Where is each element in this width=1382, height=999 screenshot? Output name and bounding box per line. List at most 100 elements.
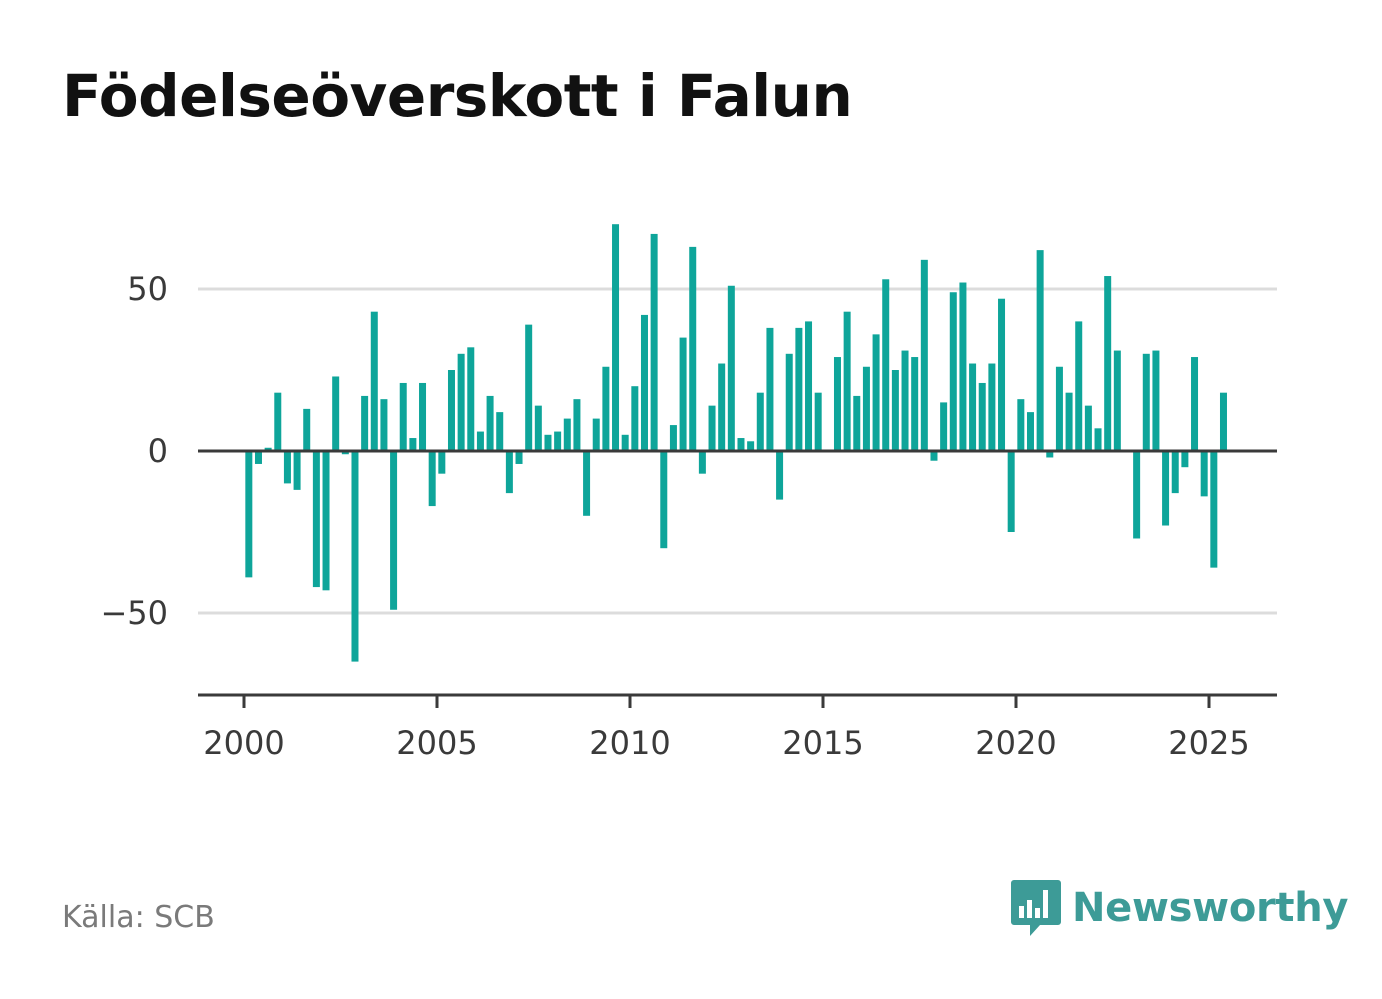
bar [727,285,735,451]
bar [1017,399,1025,451]
bar [351,451,359,662]
bar [640,314,648,451]
bar [988,363,996,451]
bar [969,363,977,451]
bar [602,366,610,451]
bar [843,311,851,451]
bar [525,324,533,451]
bar-chart-speech-bubble-icon [1011,880,1061,936]
bar [380,399,388,451]
bar [766,327,774,451]
bar [785,353,793,451]
bar [254,451,262,464]
bar [862,366,870,451]
bar [853,395,861,451]
bar [872,334,880,451]
bar [814,392,822,451]
bar [747,441,755,451]
bar [419,382,427,451]
bar [390,451,398,610]
bar [920,259,928,451]
bar [1055,366,1063,451]
bar [438,451,446,474]
bar [428,451,436,507]
bar [486,395,494,451]
bar [805,321,813,451]
bar [332,376,340,451]
bar [911,357,919,451]
bar [505,451,513,494]
bar [650,233,658,451]
bar [293,451,301,490]
bar [621,434,629,451]
bar [756,392,764,451]
bar [457,353,465,451]
bar [1026,412,1034,451]
x-tick-label: 2015 [782,724,863,762]
bar [534,405,542,451]
bar [303,408,311,451]
bar [1065,392,1073,451]
bar [274,392,282,451]
bar [612,224,620,451]
bar [1036,250,1044,451]
bar [283,451,291,484]
bar [795,327,803,451]
gridlines [198,287,1277,615]
bar [496,412,504,451]
bar [660,451,668,549]
newsworthy-logo: Newsworthy [1010,878,1349,938]
bar [998,298,1006,451]
bar [718,363,726,451]
bar [949,292,957,451]
bar [1113,350,1121,451]
bar [708,405,716,451]
bar [264,447,272,451]
bar [592,418,600,451]
axes [198,449,1277,708]
x-tick-label: 2005 [396,724,477,762]
bars [245,224,1227,662]
bar [245,451,253,578]
bar [930,451,938,461]
bar [891,370,899,451]
bar [563,418,571,451]
bar [1200,451,1208,497]
bar [1181,451,1189,468]
bar [341,451,349,455]
x-tick-label: 2020 [975,724,1056,762]
chart-title: Födelseöverskott i Falun [62,62,853,130]
x-tick-label: 2010 [589,724,670,762]
bar [1162,451,1170,526]
tick-labels: 50 0 −50 2000 2005 2010 2015 2020 2025 [100,270,1249,762]
source-note: Källa: SCB [62,900,215,935]
bar [1046,451,1054,458]
bar [476,431,484,451]
bar [1075,321,1083,451]
bar [1104,276,1112,451]
bar [467,347,475,451]
x-tick-label: 2025 [1168,724,1249,762]
bar [399,382,407,451]
bar [322,451,330,591]
bar [776,451,784,500]
bar [361,395,369,451]
bar [679,337,687,451]
bar [1219,392,1227,451]
bar [882,279,890,451]
bar [833,357,841,451]
bar [1084,405,1092,451]
bar [901,350,909,451]
bar [1142,353,1150,451]
bar [978,382,986,451]
bar [1210,451,1218,568]
bar [689,246,697,451]
y-tick-label: −50 [100,594,168,632]
bar [312,451,320,588]
logo-text: Newsworthy [1072,885,1349,931]
bar [698,451,706,474]
bar [1094,428,1102,451]
bar [940,402,948,451]
bar [631,386,639,451]
